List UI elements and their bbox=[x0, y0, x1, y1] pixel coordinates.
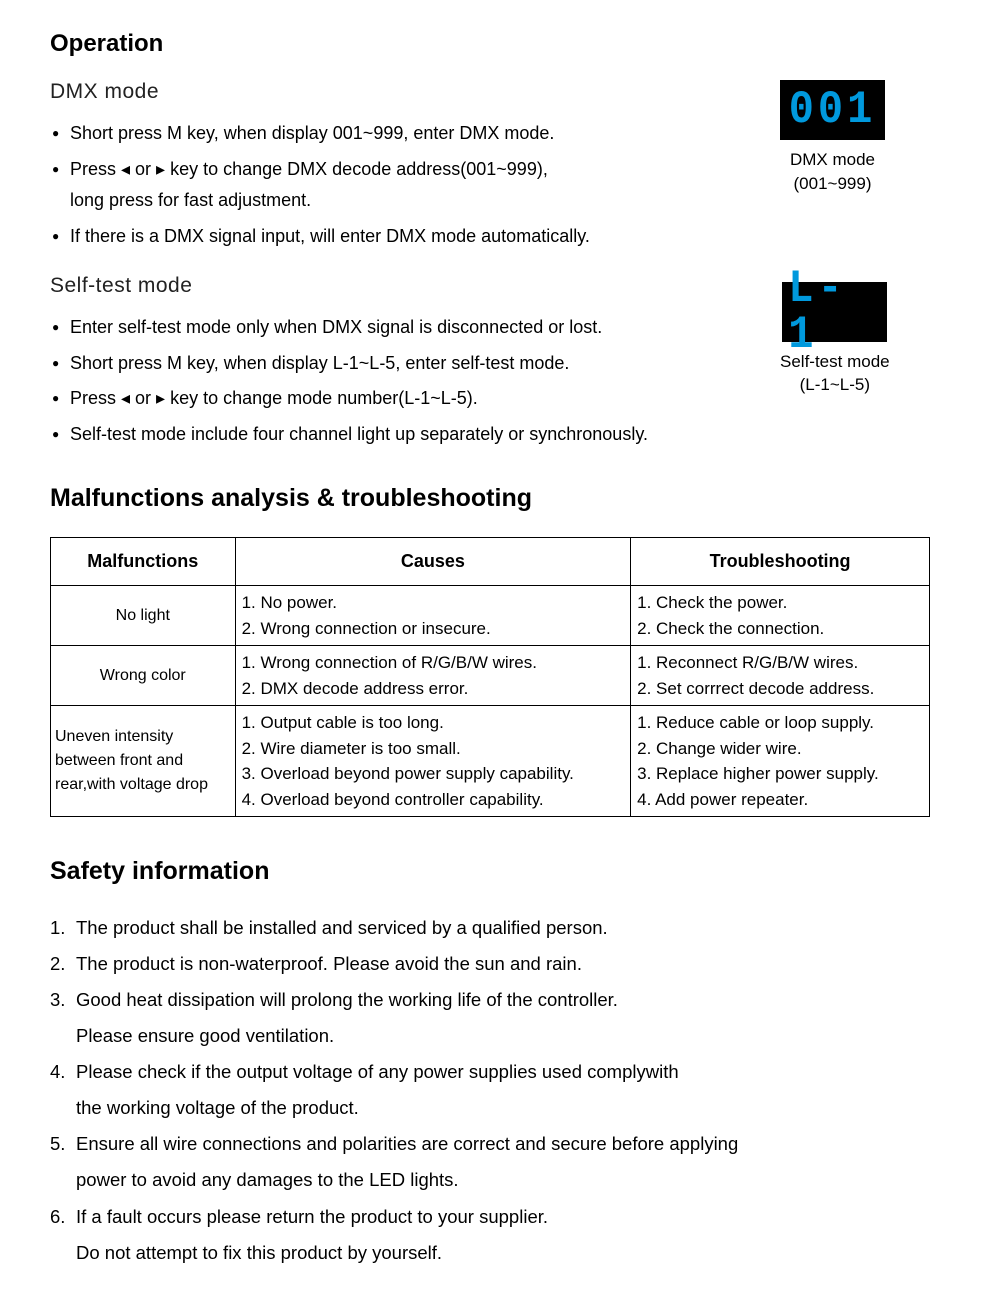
list-item: Short press M key, when display L-1~L-5,… bbox=[52, 348, 750, 380]
list-item: Short press M key, when display 001~999,… bbox=[52, 118, 750, 150]
safety-item: Please check if the output voltage of an… bbox=[50, 1054, 960, 1126]
list-item: If there is a DMX signal input, will ent… bbox=[52, 221, 750, 253]
caption-line: DMX mode bbox=[790, 150, 875, 169]
selftest-mode-bullets: Enter self-test mode only when DMX signa… bbox=[50, 312, 750, 450]
cell-troubleshooting: 1. Reconnect R/G/B/W wires.2. Set corrre… bbox=[631, 646, 930, 706]
caption-line: (L-1~L-5) bbox=[800, 375, 870, 394]
selftest-display-digits: L- 1 bbox=[788, 265, 881, 357]
safety-item: The product shall be installed and servi… bbox=[50, 910, 960, 946]
cell-troubleshooting: 1. Check the power.2. Check the connecti… bbox=[631, 586, 930, 646]
col-header-causes: Causes bbox=[235, 538, 631, 586]
safety-heading: Safety information bbox=[50, 857, 960, 886]
selftest-mode-heading: Self-test mode bbox=[50, 274, 750, 298]
table-row: No light 1. No power.2. Wrong connection… bbox=[51, 586, 930, 646]
table-header-row: Malfunctions Causes Troubleshooting bbox=[51, 538, 930, 586]
list-item: Press ◂ or ▸ key to change DMX decode ad… bbox=[52, 154, 750, 217]
cell-malfunction: Uneven intensity between front and rear,… bbox=[51, 706, 236, 817]
operation-heading: Operation bbox=[50, 30, 960, 58]
cell-malfunction: No light bbox=[51, 586, 236, 646]
dmx-seven-segment-display: 001 bbox=[780, 80, 885, 140]
dmx-display-block: 001 DMX mode (001~999) bbox=[780, 80, 885, 196]
list-item: Press ◂ or ▸ key to change mode number(L… bbox=[52, 383, 750, 415]
cell-malfunction: Wrong color bbox=[51, 646, 236, 706]
operation-text-column: DMX mode Short press M key, when display… bbox=[50, 80, 750, 454]
safety-list: The product shall be installed and servi… bbox=[50, 910, 960, 1271]
safety-item: The product is non-waterproof. Please av… bbox=[50, 946, 960, 982]
cell-causes: 1. No power.2. Wrong connection or insec… bbox=[235, 586, 631, 646]
table-row: Uneven intensity between front and rear,… bbox=[51, 706, 930, 817]
cell-causes: 1. Output cable is too long.2. Wire diam… bbox=[235, 706, 631, 817]
col-header-malfunctions: Malfunctions bbox=[51, 538, 236, 586]
col-header-troubleshooting: Troubleshooting bbox=[631, 538, 930, 586]
dmx-mode-bullets: Short press M key, when display 001~999,… bbox=[50, 118, 750, 252]
selftest-seven-segment-display: L- 1 bbox=[782, 282, 887, 342]
dmx-display-digits: 001 bbox=[789, 87, 877, 133]
operation-section: DMX mode Short press M key, when display… bbox=[50, 80, 960, 454]
dmx-mode-heading: DMX mode bbox=[50, 80, 750, 104]
cell-causes: 1. Wrong connection of R/G/B/W wires.2. … bbox=[235, 646, 631, 706]
display-column: 001 DMX mode (001~999) L- 1 Self-test mo… bbox=[780, 80, 960, 397]
cell-troubleshooting: 1. Reduce cable or loop supply.2. Change… bbox=[631, 706, 930, 817]
caption-line: (001~999) bbox=[794, 174, 872, 193]
table-row: Wrong color 1. Wrong connection of R/G/B… bbox=[51, 646, 930, 706]
dmx-display-caption: DMX mode (001~999) bbox=[790, 148, 875, 196]
list-item: Enter self-test mode only when DMX signa… bbox=[52, 312, 750, 344]
list-item: Self-test mode include four channel ligh… bbox=[52, 419, 750, 451]
malfunctions-table: Malfunctions Causes Troubleshooting No l… bbox=[50, 537, 930, 817]
malfunctions-heading: Malfunctions analysis & troubleshooting bbox=[50, 484, 960, 513]
safety-item: If a fault occurs please return the prod… bbox=[50, 1199, 960, 1271]
safety-item: Ensure all wire connections and polariti… bbox=[50, 1126, 960, 1198]
safety-item: Good heat dissipation will prolong the w… bbox=[50, 982, 960, 1054]
selftest-display-block: L- 1 Self-test mode (L-1~L-5) bbox=[780, 282, 890, 398]
